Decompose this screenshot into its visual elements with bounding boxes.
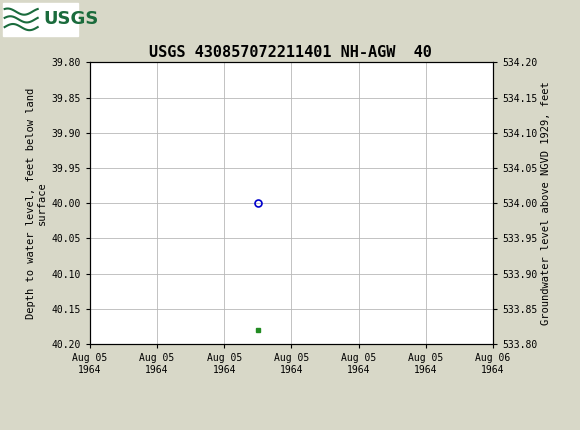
Bar (3, 3, 78, 36)
Y-axis label: Depth to water level, feet below land
surface: Depth to water level, feet below land su… (26, 88, 48, 319)
Y-axis label: Groundwater level above NGVD 1929, feet: Groundwater level above NGVD 1929, feet (542, 81, 552, 325)
Text: USGS: USGS (44, 10, 99, 28)
Text: USGS 430857072211401 NH-AGW  40: USGS 430857072211401 NH-AGW 40 (148, 45, 432, 60)
